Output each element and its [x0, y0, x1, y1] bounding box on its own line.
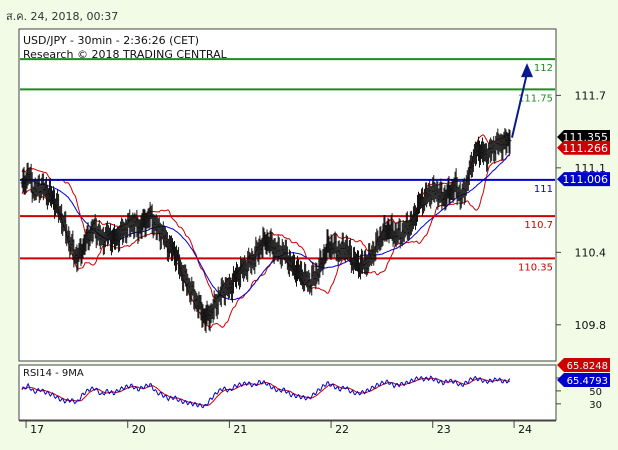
- price-tag-bg: [557, 140, 610, 155]
- rsi-tick-label: 50: [589, 387, 602, 398]
- day-label: 21: [233, 423, 247, 436]
- level-label: 111: [534, 184, 553, 195]
- timestamp: ส.ค. 24, 2018, 00:37: [6, 10, 119, 23]
- level-label: 110.7: [524, 220, 553, 231]
- rsi-tag-bg: [557, 373, 610, 387]
- arrow-shaft: [511, 72, 528, 138]
- forecast-arrow: [511, 63, 533, 138]
- price-tick-label: 111.1: [575, 162, 607, 175]
- price-tick-label: 110.4: [575, 246, 607, 259]
- level-label: 111.75: [518, 93, 553, 104]
- day-label: 20: [132, 423, 146, 436]
- price-tag-bg: [557, 130, 610, 145]
- day-gridlines: [25, 421, 515, 428]
- rsi-line: [21, 375, 511, 409]
- price-tag-bg: [557, 172, 610, 187]
- day-labels: 17 20 21 22 23 24: [30, 423, 532, 436]
- rsi-tick-label: 30: [589, 400, 602, 411]
- rsi-title: RSI14 - 9MA: [23, 368, 84, 379]
- candlestick-series: [20, 128, 512, 334]
- chart-title: USD/JPY - 30min - 2:36:26 (CET): [23, 34, 199, 47]
- day-label: 24: [518, 423, 532, 436]
- price-tag-label: 111.006: [563, 173, 609, 186]
- rsi-tag-bg: [557, 358, 610, 372]
- rsi-tag-label: 65.4793: [567, 376, 608, 387]
- level-label: 110.35: [518, 262, 553, 273]
- price-axis: 111.7 111.1 110.4 109.8: [556, 89, 607, 332]
- price-tag-label: 111.266: [563, 142, 609, 155]
- day-label: 23: [437, 423, 451, 436]
- rsi-ma-line: [21, 377, 511, 407]
- price-tick-label: 109.8: [575, 319, 607, 332]
- rsi-lines: [21, 375, 511, 409]
- arrow-head: [521, 63, 533, 78]
- price-panel: [18, 28, 557, 362]
- level-label: 112: [534, 63, 553, 74]
- chart-subtitle: Research © 2018 TRADING CENTRAL: [23, 48, 228, 61]
- day-label: 17: [30, 423, 44, 436]
- price-tick-label: 111.7: [575, 89, 607, 102]
- rsi-tag-label: 65.8248: [567, 361, 608, 372]
- day-label: 22: [335, 423, 349, 436]
